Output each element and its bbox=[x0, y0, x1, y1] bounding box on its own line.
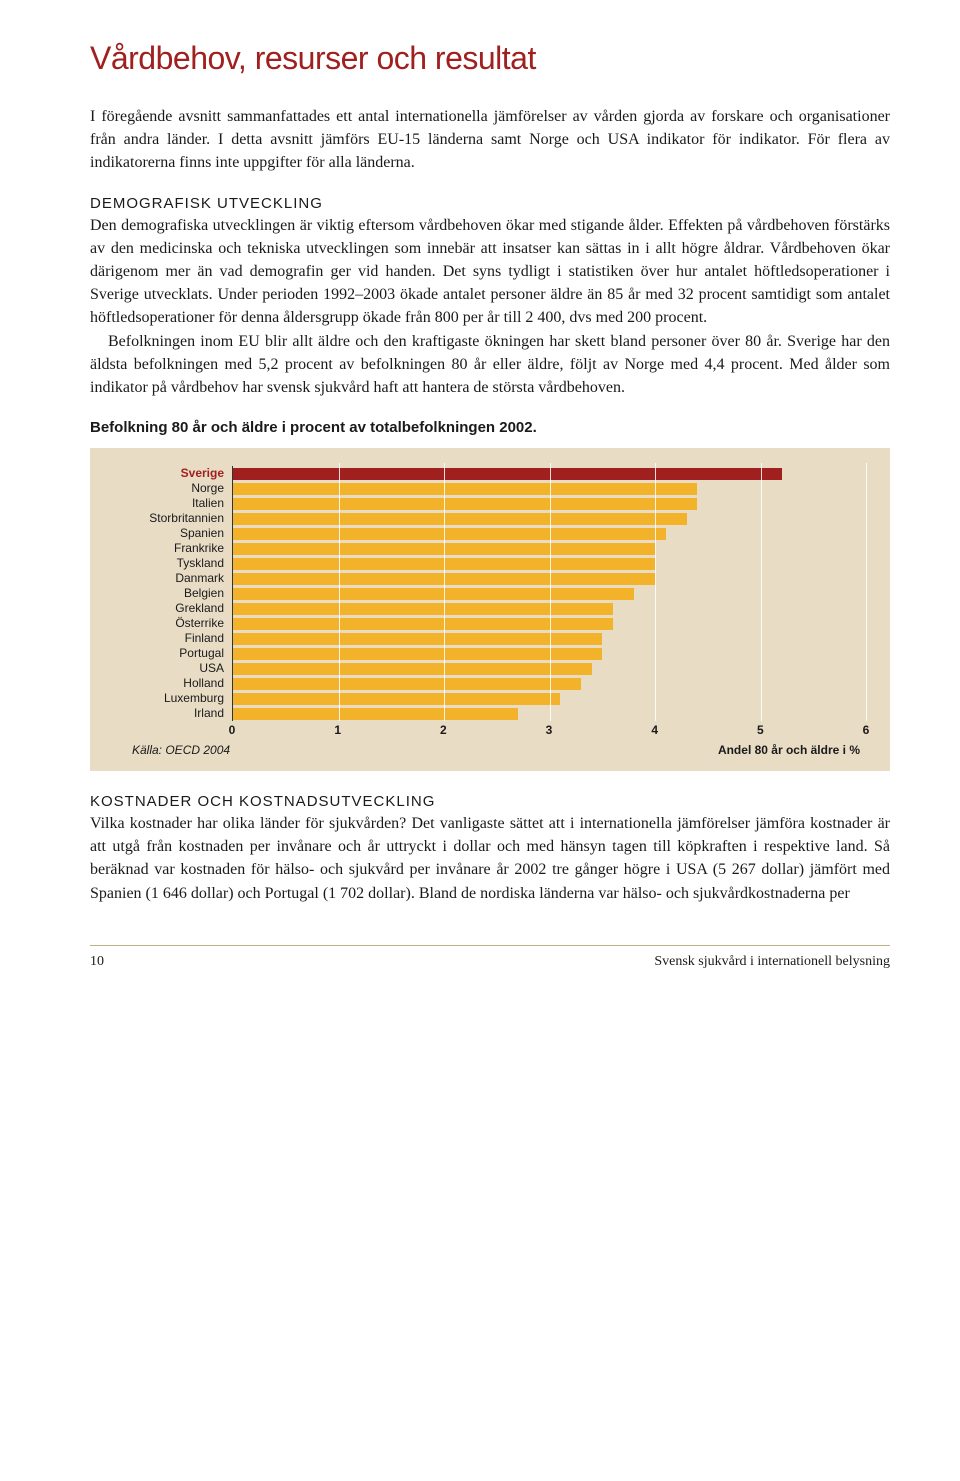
section1-paragraph1: Den demografiska utvecklingen är viktig … bbox=[90, 214, 890, 330]
chart-category-label: Irland bbox=[114, 706, 232, 721]
chart-bar-row bbox=[233, 496, 866, 511]
chart-bar bbox=[233, 468, 782, 480]
section-heading-kostnader: KOSTNADER OCH KOSTNADSUTVECKLING bbox=[90, 793, 890, 810]
chart-category-label: Grekland bbox=[114, 601, 232, 616]
chart-category-label: Spanien bbox=[114, 526, 232, 541]
chart-bar bbox=[233, 708, 518, 720]
chart-bar bbox=[233, 483, 697, 495]
chart-bar bbox=[233, 543, 655, 555]
chart-category-labels: SverigeNorgeItalienStorbritannienSpanien… bbox=[114, 466, 232, 721]
chart-bar-row bbox=[233, 511, 866, 526]
chart-category-label: Luxemburg bbox=[114, 691, 232, 706]
chart-category-label: Portugal bbox=[114, 646, 232, 661]
chart-bar-row bbox=[233, 571, 866, 586]
page-number: 10 bbox=[90, 954, 104, 970]
chart-bar bbox=[233, 528, 666, 540]
chart-caption: Befolkning 80 år och äldre i procent av … bbox=[90, 419, 890, 436]
page-title: Vårdbehov, resurser och resultat bbox=[90, 40, 890, 77]
chart-bar-row bbox=[233, 481, 866, 496]
chart-source: Källa: OECD 2004 bbox=[132, 743, 230, 757]
chart-bar bbox=[233, 633, 602, 645]
chart-bar-row bbox=[233, 691, 866, 706]
chart-bars-area bbox=[232, 466, 866, 721]
chart-category-label: USA bbox=[114, 661, 232, 676]
chart-tick-label: 1 bbox=[334, 723, 341, 737]
chart-bar-row bbox=[233, 676, 866, 691]
chart-category-label: Österrike bbox=[114, 616, 232, 631]
chart-bar bbox=[233, 618, 613, 630]
section-heading-demografisk: DEMOGRAFISK UTVECKLING bbox=[90, 195, 890, 212]
chart-bar-row bbox=[233, 526, 866, 541]
chart-category-label: Tyskland bbox=[114, 556, 232, 571]
chart-panel: SverigeNorgeItalienStorbritannienSpanien… bbox=[90, 448, 890, 771]
section2-paragraph1: Vilka kostnader har olika länder för sju… bbox=[90, 812, 890, 905]
chart-category-label: Storbritannien bbox=[114, 511, 232, 526]
chart-bar-row bbox=[233, 466, 866, 481]
chart-tick-label: 6 bbox=[863, 723, 870, 737]
chart-bar bbox=[233, 663, 592, 675]
intro-paragraph: I föregående avsnitt sammanfattades ett … bbox=[90, 105, 890, 175]
chart-tick-label: 2 bbox=[440, 723, 447, 737]
chart-axis-row: 0123456 bbox=[114, 723, 866, 741]
chart-bar bbox=[233, 678, 581, 690]
chart-bar-row bbox=[233, 661, 866, 676]
page-footer: 10 Svensk sjukvård i internationell bely… bbox=[90, 945, 890, 970]
chart-category-label: Danmark bbox=[114, 571, 232, 586]
chart-category-label: Holland bbox=[114, 676, 232, 691]
chart-bar-row bbox=[233, 616, 866, 631]
footer-publication: Svensk sjukvård i internationell belysni… bbox=[654, 954, 890, 970]
chart-category-label: Italien bbox=[114, 496, 232, 511]
chart-axis-title: Andel 80 år och äldre i % bbox=[718, 743, 860, 757]
chart-tick-label: 4 bbox=[651, 723, 658, 737]
chart-bar bbox=[233, 693, 560, 705]
chart-category-label: Sverige bbox=[114, 466, 232, 481]
chart-bar-row bbox=[233, 706, 866, 721]
chart-bar bbox=[233, 513, 687, 525]
chart-bar-row bbox=[233, 556, 866, 571]
chart-bar bbox=[233, 573, 655, 585]
chart-tick-label: 3 bbox=[546, 723, 553, 737]
chart-bar-row bbox=[233, 646, 866, 661]
chart-bar-row bbox=[233, 601, 866, 616]
chart-bar bbox=[233, 648, 602, 660]
chart-footer: Källa: OECD 2004 Andel 80 år och äldre i… bbox=[114, 743, 866, 757]
chart-bar bbox=[233, 588, 634, 600]
chart-tick-label: 5 bbox=[757, 723, 764, 737]
chart-category-label: Finland bbox=[114, 631, 232, 646]
chart-tick-label: 0 bbox=[229, 723, 236, 737]
page: Vårdbehov, resurser och resultat I föreg… bbox=[0, 0, 960, 1000]
chart-bar bbox=[233, 558, 655, 570]
chart-bar-row bbox=[233, 586, 866, 601]
chart-category-label: Belgien bbox=[114, 586, 232, 601]
chart-bar-row bbox=[233, 631, 866, 646]
chart-bar bbox=[233, 498, 697, 510]
chart-category-label: Norge bbox=[114, 481, 232, 496]
chart-bar bbox=[233, 603, 613, 615]
section1-paragraph2: Befolkningen inom EU blir allt äldre och… bbox=[90, 330, 890, 400]
chart-body: SverigeNorgeItalienStorbritannienSpanien… bbox=[114, 466, 866, 721]
chart-bar-row bbox=[233, 541, 866, 556]
chart-category-label: Frankrike bbox=[114, 541, 232, 556]
chart-axis-ticks: 0123456 bbox=[232, 723, 866, 741]
